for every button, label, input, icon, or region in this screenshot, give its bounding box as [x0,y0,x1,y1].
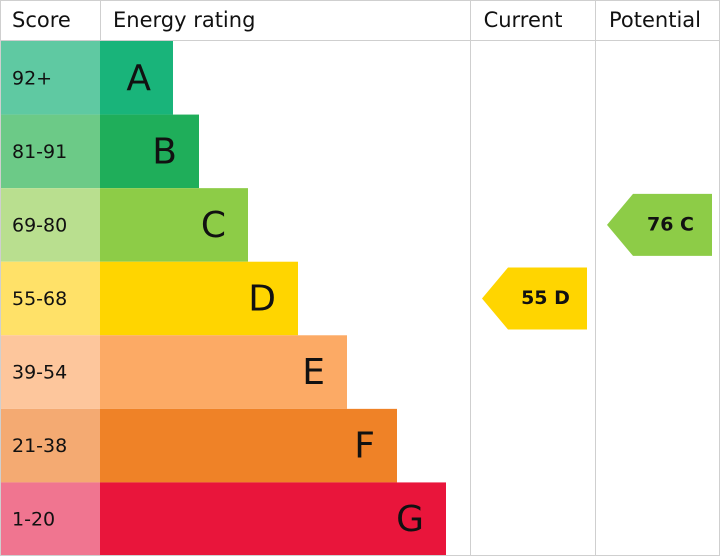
band-letter: E [302,352,325,393]
potential-label: 76 C [647,213,694,235]
score-label: 39-54 [12,362,67,384]
score-cell [0,188,100,262]
score-cell [0,335,100,409]
current-arrow [482,267,587,330]
band-letter: B [152,131,177,172]
rating-bar [100,408,397,483]
header-score: Score [12,8,71,32]
score-cell [0,114,100,189]
band-letter: G [396,499,424,540]
current-label: 55 D [521,287,570,309]
header-potential: Potential [609,8,701,32]
rating-bar [100,188,248,262]
rating-bar [100,261,298,336]
rating-bar [100,41,173,115]
band-letter: F [354,426,375,467]
band-letter: A [126,58,151,99]
score-label: 81-91 [12,141,67,163]
score-cell [0,482,100,556]
score-label: 21-38 [12,435,67,457]
score-label: 55-68 [12,288,67,310]
score-cell [0,261,100,336]
score-label: 92+ [12,67,52,89]
rating-bar [100,482,446,556]
rating-bar [100,335,347,409]
potential-arrow [607,193,712,256]
header-current: Current [484,8,563,32]
band-letter: C [201,205,226,246]
score-cell [0,41,100,115]
score-label: 69-80 [12,214,67,236]
rating-bar [100,114,199,189]
score-cell [0,408,100,483]
header-rating: Energy rating [113,8,255,32]
bands: 92+ A 81-91 B 69-80 C 55-68 D 39-54 E 21-38 F 1-20 G [0,41,446,556]
band-letter: D [248,279,276,320]
score-label: 1-20 [12,509,55,531]
